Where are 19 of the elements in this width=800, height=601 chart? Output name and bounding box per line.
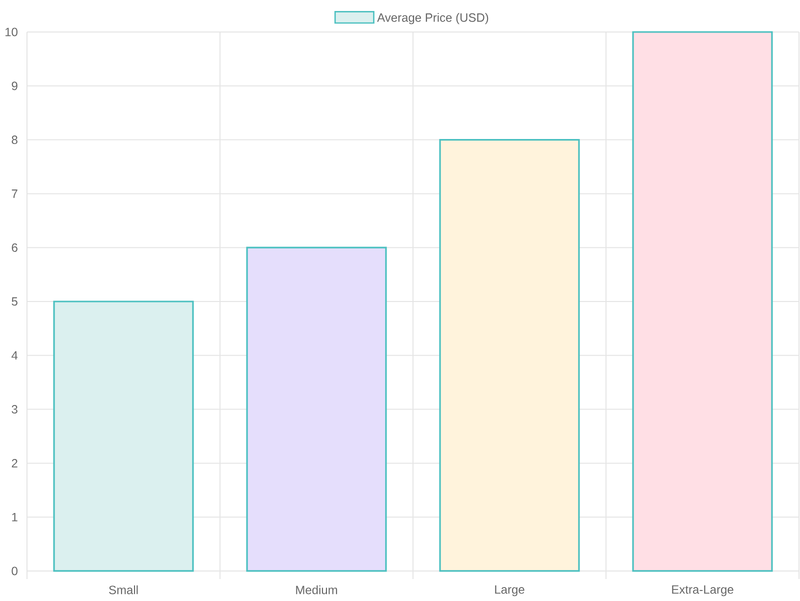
x-tick-label: Large (495, 586, 524, 596)
y-tick-label: 9 (12, 82, 18, 90)
y-tick-label: 10 (6, 28, 18, 36)
x-tick-label: Extra-Large (672, 586, 734, 596)
bar (632, 31, 773, 572)
x-tick-label: Medium (296, 586, 338, 594)
bar (246, 246, 387, 572)
y-tick-label: 2 (12, 459, 18, 468)
y-tick-label: 6 (12, 244, 18, 252)
x-tick-label: Small (109, 586, 138, 594)
y-tick-label: 1 (12, 513, 18, 522)
y-tick-label: 8 (12, 136, 18, 144)
y-tick-label: 7 (12, 190, 18, 198)
y-tick-label: 3 (12, 405, 18, 414)
y-tick-label: 5 (12, 298, 18, 306)
legend-label: Average Price (USD) (377, 13, 488, 24)
y-tick-label: 0 (12, 566, 18, 576)
y-tick-label: 4 (12, 351, 18, 360)
bar (439, 139, 580, 572)
